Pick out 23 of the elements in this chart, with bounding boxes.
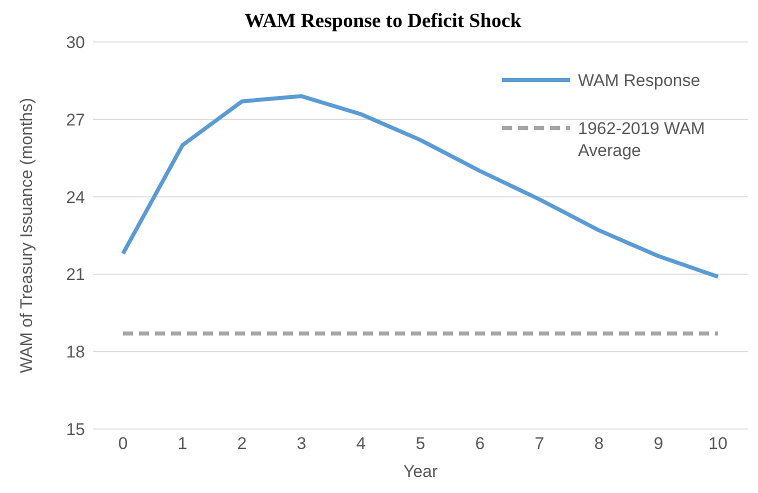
legend-label: WAM Response <box>578 70 702 92</box>
x-tick-label: 1 <box>178 434 188 454</box>
x-tick-label: 0 <box>118 434 128 454</box>
x-tick-label: 10 <box>708 434 728 454</box>
y-axis-title: WAM of Treasury Issuance (months) <box>17 98 36 374</box>
legend-label: 1962-2019 WAM Average <box>578 118 706 162</box>
y-tick-label: 15 <box>66 420 85 440</box>
y-tick-label: 30 <box>66 33 85 52</box>
x-tick-label: 3 <box>296 434 306 454</box>
x-tick-label: 8 <box>594 434 604 454</box>
x-tick-label: 9 <box>654 434 664 454</box>
y-tick-label: 18 <box>66 342 85 362</box>
x-tick-label: 2 <box>237 434 247 454</box>
y-tick-label: 24 <box>66 188 85 207</box>
x-tick-label: 4 <box>356 434 366 454</box>
x-axis-title: Year <box>403 462 438 481</box>
x-tick-label: 7 <box>534 434 544 454</box>
y-tick-label: 27 <box>66 110 85 130</box>
x-tick-label: 6 <box>475 434 485 454</box>
line-series <box>121 94 720 279</box>
chart-title: WAM Response to Deficit Shock <box>244 9 522 34</box>
x-tick-label: 5 <box>416 434 426 454</box>
y-tick-label: 21 <box>66 265 85 284</box>
